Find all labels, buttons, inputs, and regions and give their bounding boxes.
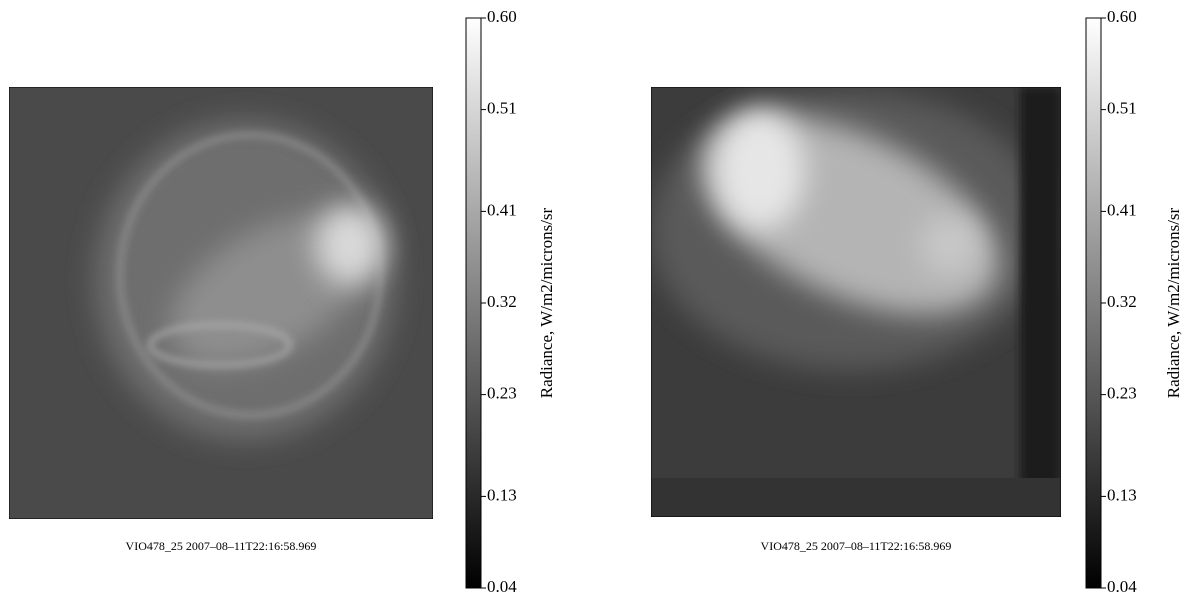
colorbar [465,17,482,589]
image-left [9,87,433,519]
colorbar-tick-label: 0.13 [1107,485,1137,504]
colorbar-tick-label: 0.13 [487,485,517,504]
colorbar-tick-label: 0.04 [487,577,517,596]
panel: VIO478_25 2007–08–11T22:16:58.969 0.04 0.1… [126,7,556,596]
panel: VIO478_25 2007–08–11T22:16:58.969 0.04 0.1… [761,7,1183,596]
colorbar-tick-label: 0.60 [1107,7,1137,26]
caption: VIO478_25 2007–08–11T22:16:58.969 [761,539,952,553]
colorbar-tick-label: 0.41 [487,200,517,219]
image-right [651,87,1061,517]
colorbar-tick-label: 0.51 [1107,99,1137,118]
colorbar-tick-label: 0.23 [487,384,517,403]
colorbar-tick-label: 0.32 [487,292,517,311]
colorbar-tick-label: 0.60 [487,7,517,26]
colorbar [1085,17,1102,589]
colorbar-tick-label: 0.41 [1107,200,1137,219]
colorbar-label: Radiance, W/m2/microns/sr [1164,207,1183,398]
colorbar-tick-label: 0.04 [1107,577,1137,596]
caption: VIO478_25 2007–08–11T22:16:58.969 [126,539,317,553]
colorbar-tick-label: 0.23 [1107,384,1137,403]
colorbar-tick-label: 0.32 [1107,292,1137,311]
colorbar-tick-label: 0.51 [487,99,517,118]
colorbar-label: Radiance, W/m2/microns/sr [537,207,556,398]
